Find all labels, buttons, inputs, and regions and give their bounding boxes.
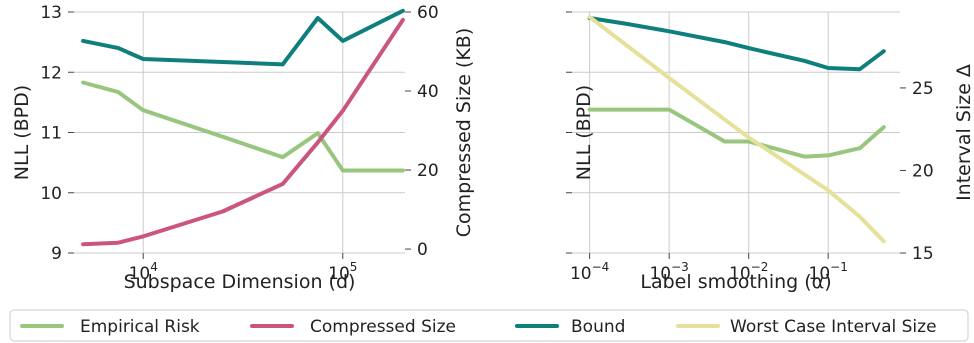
y2-tick-label: 15 <box>912 244 934 264</box>
y-tick-label: 9 <box>51 244 62 264</box>
x-tick-exponent: −3 <box>671 260 689 274</box>
legend-label-worst-case-interval-size: Worst Case Interval Size <box>730 317 937 337</box>
series-line-worst-case-interval <box>587 15 886 244</box>
y2-tick-label: 60 <box>417 3 439 23</box>
x-tick-base: 10 <box>570 264 592 284</box>
x-tick-label: 10−4 <box>570 260 609 284</box>
x-tick-exponent: 5 <box>350 260 358 274</box>
y-axis-label: NLL (BPD) <box>11 85 33 180</box>
y2-axis-label: Compressed Size (KB) <box>453 28 475 238</box>
x-tick-label: 10−1 <box>809 260 848 284</box>
legend-label-bound: Bound <box>571 317 625 337</box>
y2-axis-label: Interval Size Δ <box>953 64 974 201</box>
x-tick-base: 10 <box>729 264 751 284</box>
x-tick-exponent: 4 <box>150 260 158 274</box>
y2-tick-label: 40 <box>417 82 439 102</box>
y2-tick-label: 20 <box>912 161 934 181</box>
series-line-empirical-risk <box>81 80 405 173</box>
x-tick-label: 104 <box>129 260 158 284</box>
x-tick-base: 10 <box>129 264 151 284</box>
x-tick-exponent: −2 <box>751 260 769 274</box>
y2-tick-label: 25 <box>912 79 934 99</box>
series-line-empirical-risk <box>587 107 886 159</box>
y-tick-label: 12 <box>40 63 62 83</box>
y-tick-label: 11 <box>40 124 62 144</box>
x-tick-label: 10−3 <box>649 260 688 284</box>
x-tick-base: 10 <box>328 264 350 284</box>
x-tick-label: 10−2 <box>729 260 768 284</box>
x-tick-exponent: −1 <box>830 260 848 274</box>
y2-tick-label: 0 <box>417 240 428 260</box>
y-tick-label: 10 <box>40 184 62 204</box>
x-axis-label: Subspace Dimension (d) <box>124 271 356 293</box>
x-tick-label: 105 <box>328 260 357 284</box>
legend-label-compressed-size: Compressed Size <box>310 317 456 337</box>
series-line-bound <box>587 16 886 72</box>
x-axis-label: Label smoothing (α) <box>640 271 831 293</box>
x-tick-exponent: −4 <box>592 260 610 274</box>
legend: Empirical Risk Compressed Size Bound Wor… <box>9 309 969 342</box>
legend-label-empirical-risk: Empirical Risk <box>80 317 200 337</box>
series-line-bound <box>81 8 405 67</box>
y-axis-label: NLL (BPD) <box>573 85 595 180</box>
y-tick-label: 13 <box>40 3 62 23</box>
legend-frame <box>9 309 969 342</box>
y2-tick-label: 20 <box>417 161 439 181</box>
x-tick-base: 10 <box>809 264 831 284</box>
series-line-compressed-size <box>81 17 405 247</box>
x-tick-base: 10 <box>649 264 671 284</box>
